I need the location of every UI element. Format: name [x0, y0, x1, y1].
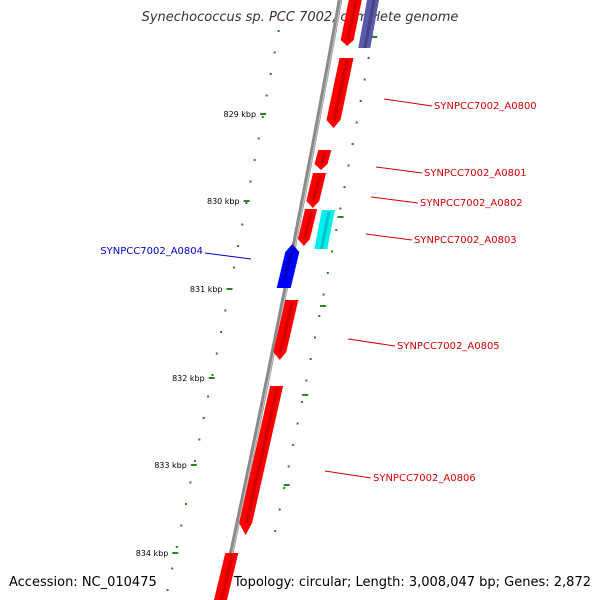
inner-tick [245, 202, 248, 204]
gene-arrow-shade [346, 0, 358, 41]
inner-tick [215, 352, 218, 355]
major-tick [260, 113, 267, 115]
inner-tick [202, 417, 205, 419]
inner-tick [180, 524, 183, 527]
gene-arrow-shade [311, 174, 322, 202]
inner-tick [189, 481, 192, 484]
inner-tick [249, 180, 252, 183]
gene-label: SYNPCC7002_A0802 [420, 198, 523, 209]
leader-line [324, 470, 372, 479]
inner-tick [253, 159, 256, 161]
outer-tick [287, 465, 290, 468]
backbone-line [218, 0, 343, 600]
major-tick [208, 377, 215, 379]
genome-summary: Topology: circular; Length: 3,008,047 bp… [233, 575, 591, 590]
gene-label: SYNPCC7002_A0800 [434, 101, 537, 112]
outer-tick [274, 530, 277, 532]
inner-tick [237, 245, 240, 247]
scale-label: 832 kbp [172, 374, 205, 383]
outer-tick [309, 358, 312, 360]
scale-label: 831 kbp [190, 285, 223, 294]
gene-arrow-shade [320, 151, 328, 165]
inner-tick [241, 223, 244, 226]
outer-tick [301, 401, 303, 403]
gene-arrow-shade [303, 210, 314, 240]
scale-label: 829 kbp [223, 110, 256, 119]
gene-arrow-cyan-shade [319, 211, 331, 250]
outer-tick [278, 508, 281, 511]
outer-tick [331, 250, 333, 253]
inner-tick [211, 374, 214, 376]
outer-tick [339, 207, 342, 210]
gene-label: SYNPCC7002_A0804 [100, 246, 203, 257]
inner-tick [198, 438, 201, 441]
inner-tick [277, 30, 280, 32]
inner-tick [224, 309, 227, 312]
leader-line [204, 252, 252, 260]
inner-tick [207, 395, 210, 398]
outer-tick [314, 336, 316, 339]
inner-tick [261, 116, 264, 118]
gene-arrow-purple-shade [363, 0, 376, 49]
major-tick [190, 464, 197, 466]
outer-tick [305, 379, 308, 382]
leader-line [365, 233, 413, 241]
gene-arrow-reverse-shade [282, 245, 295, 281]
map-title: Synechococcus sp. PCC 7002, complete gen… [141, 10, 459, 25]
leader-line [375, 166, 423, 174]
gene-arrow-shade [219, 554, 234, 600]
inner-tick [232, 266, 235, 269]
inner-tick [193, 460, 196, 462]
outer-tick [326, 272, 329, 274]
inner-tick [269, 73, 272, 75]
leader-line [383, 98, 433, 107]
major-tick [320, 305, 327, 307]
major-tick [226, 288, 233, 290]
scale-label: 834 kbp [136, 549, 169, 558]
inner-tick [257, 137, 260, 140]
inner-tick [171, 567, 174, 570]
outer-tick [318, 315, 321, 317]
major-tick [302, 394, 309, 396]
gene-label: SYNPCC7002_A0806 [373, 473, 476, 484]
outer-tick [283, 487, 286, 489]
major-tick [283, 484, 290, 486]
outer-tick [355, 121, 358, 124]
outer-tick [351, 143, 354, 145]
inner-tick [273, 51, 276, 54]
outer-tick [343, 186, 346, 188]
leader-line [370, 196, 419, 204]
inner-tick [184, 503, 187, 505]
inner-tick [166, 589, 169, 591]
outer-tick [292, 444, 295, 446]
outer-tick [335, 229, 338, 231]
backbone-highlight [221, 0, 342, 600]
gene-arrow-shade [332, 59, 349, 121]
outer-tick [296, 422, 299, 425]
accession-label: Accession: NC_010475 [9, 575, 157, 590]
outer-tick [359, 100, 362, 102]
major-tick [337, 216, 344, 218]
gene-label: SYNPCC7002_A0805 [397, 341, 500, 352]
outer-tick [375, 14, 378, 16]
inner-tick [265, 94, 268, 97]
gene-label: SYNPCC7002_A0801 [424, 168, 527, 179]
major-tick [172, 552, 179, 554]
leader-line [347, 338, 396, 347]
gene-arrow-shade [278, 301, 294, 353]
gene-label: SYNPCC7002_A0803 [414, 235, 517, 246]
inner-tick [220, 331, 223, 333]
major-tick [243, 200, 250, 202]
scale-label: 833 kbp [154, 461, 187, 470]
outer-tick [363, 78, 366, 81]
outer-tick [347, 164, 350, 167]
outer-tick [322, 293, 325, 296]
outer-tick [367, 57, 370, 59]
scale-label: 830 kbp [207, 197, 240, 206]
gene-arrow-shade [244, 387, 279, 524]
inner-tick [175, 546, 178, 548]
major-tick [371, 36, 378, 38]
